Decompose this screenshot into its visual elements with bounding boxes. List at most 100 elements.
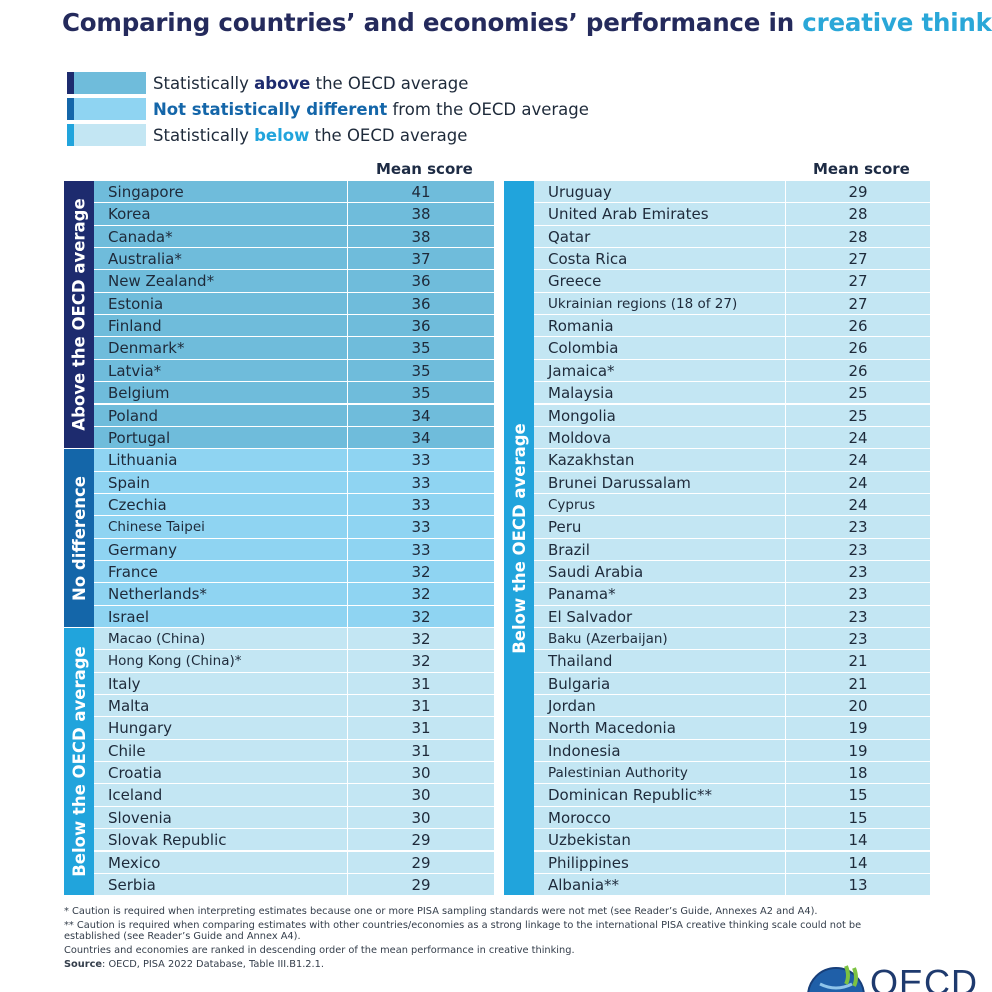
- country-name: Jordan: [534, 695, 786, 718]
- table-row: Singapore 41: [94, 181, 494, 204]
- country-name: Kazakhstan: [534, 449, 786, 472]
- mean-score-value: 30: [348, 806, 494, 830]
- mean-score-value: 34: [348, 404, 494, 427]
- country-name: Estonia: [94, 292, 348, 316]
- mean-score-value: 26: [786, 337, 930, 360]
- footnote-single-asterisk: * Caution is required when interpreting …: [64, 906, 818, 917]
- country-name: Baku (Azerbaijan): [534, 628, 786, 651]
- country-name: Malta: [94, 695, 348, 718]
- country-name: Uruguay: [534, 181, 786, 204]
- table-row: Costa Rica 27: [534, 248, 930, 271]
- mean-score-value: 23: [786, 605, 930, 628]
- mean-score-value: 20: [786, 695, 930, 718]
- table-row: Macao (China) 32: [94, 628, 494, 651]
- mean-score-value: 29: [348, 829, 494, 852]
- table-row: Belgium 35: [94, 382, 494, 405]
- mean-score-value: 32: [348, 605, 494, 628]
- table-row: Jamaica* 26: [534, 359, 930, 383]
- country-name: Indonesia: [534, 739, 786, 763]
- table-row: Finland 36: [94, 315, 494, 338]
- mean-score-value: 21: [786, 650, 930, 673]
- table-row: Czechia 33: [94, 493, 494, 517]
- group-band-below: Below the OECD average: [64, 628, 94, 896]
- country-name: Mexico: [94, 851, 348, 874]
- legend-text-below: Statistically below the OECD average: [153, 125, 468, 145]
- mean-score-value: 24: [786, 493, 930, 517]
- table-row: Israel 32: [94, 605, 494, 628]
- globe-icon: [807, 965, 865, 992]
- country-name: Chile: [94, 739, 348, 763]
- table-row: Hong Kong (China)* 32: [94, 650, 494, 673]
- table-row: Philippines 14: [534, 851, 930, 874]
- country-name: Moldova: [534, 426, 786, 450]
- table-row: Canada* 38: [94, 225, 494, 249]
- legend-text-no-difference: Not statistically different from the OEC…: [153, 99, 589, 119]
- table-row: Germany 33: [94, 538, 494, 561]
- country-name: El Salvador: [534, 605, 786, 628]
- country-name: Peru: [534, 516, 786, 539]
- country-name: New Zealand*: [94, 270, 348, 293]
- table-row: Spain 33: [94, 471, 494, 494]
- country-name: Uzbekistan: [534, 829, 786, 852]
- country-name: Belgium: [94, 382, 348, 405]
- mean-score-value: 19: [786, 739, 930, 763]
- table-row: Mongolia 25: [534, 404, 930, 427]
- country-name: Latvia*: [94, 359, 348, 383]
- mean-score-value: 31: [348, 739, 494, 763]
- title-main: Comparing countries’ and economies’ perf…: [62, 8, 803, 37]
- table-row: Morocco 15: [534, 806, 930, 830]
- country-name: Iceland: [94, 784, 348, 807]
- table-row: Slovak Republic 29: [94, 829, 494, 852]
- table-row: Denmark* 35: [94, 337, 494, 360]
- mean-score-value: 33: [348, 538, 494, 561]
- table-row: Serbia 29: [94, 873, 494, 897]
- country-name: Slovenia: [94, 806, 348, 830]
- mean-score-value: 26: [786, 359, 930, 383]
- country-name: Ukrainian regions (18 of 27): [534, 292, 786, 316]
- country-name: Poland: [94, 404, 348, 427]
- country-name: Palestinian Authority: [534, 762, 786, 785]
- mean-score-value: 32: [348, 560, 494, 584]
- country-name: Slovak Republic: [94, 829, 348, 852]
- table-row: Kazakhstan 24: [534, 449, 930, 472]
- table-row: Ukrainian regions (18 of 27) 27: [534, 292, 930, 316]
- country-name: Denmark*: [94, 337, 348, 360]
- legend-item-below: Statistically below the OECD average: [67, 122, 589, 148]
- table-row: Palestinian Authority 18: [534, 762, 930, 785]
- table-row: Colombia 26: [534, 337, 930, 360]
- table-row: Cyprus 24: [534, 493, 930, 517]
- country-name: Hong Kong (China)*: [94, 650, 348, 673]
- table-row: Lithuania 33: [94, 449, 494, 472]
- table-row: Brunei Darussalam 24: [534, 471, 930, 494]
- country-name: Costa Rica: [534, 248, 786, 271]
- mean-score-value: 24: [786, 426, 930, 450]
- table-row: Panama* 23: [534, 583, 930, 606]
- country-name: Philippines: [534, 851, 786, 874]
- country-name: Cyprus: [534, 493, 786, 517]
- footnote-double-asterisk: ** Caution is required when comparing es…: [64, 920, 862, 942]
- table-row: Mexico 29: [94, 851, 494, 874]
- country-name: Albania**: [534, 873, 786, 897]
- group-band-label: No difference: [69, 475, 89, 601]
- mean-score-value: 27: [786, 270, 930, 293]
- table-row: Saudi Arabia 23: [534, 560, 930, 584]
- table-row: Qatar 28: [534, 225, 930, 249]
- country-name: Portugal: [94, 426, 348, 450]
- table-row: Indonesia 19: [534, 739, 930, 763]
- group-band-no-difference: No difference: [64, 449, 94, 627]
- table-row: New Zealand* 36: [94, 270, 494, 293]
- country-name: Macao (China): [94, 628, 348, 651]
- table-row: Latvia* 35: [94, 359, 494, 383]
- mean-score-value: 23: [786, 560, 930, 584]
- legend-text-above: Statistically above the OECD average: [153, 73, 469, 93]
- country-name: Finland: [94, 315, 348, 338]
- mean-score-value: 34: [348, 426, 494, 450]
- country-name: North Macedonia: [534, 717, 786, 740]
- group-band-label: Below the OECD average: [69, 646, 89, 877]
- country-name: Colombia: [534, 337, 786, 360]
- country-name: Bulgaria: [534, 672, 786, 696]
- table-row: Slovenia 30: [94, 806, 494, 830]
- country-name: United Arab Emirates: [534, 203, 786, 226]
- mean-score-value: 32: [348, 628, 494, 651]
- mean-score-value: 38: [348, 203, 494, 226]
